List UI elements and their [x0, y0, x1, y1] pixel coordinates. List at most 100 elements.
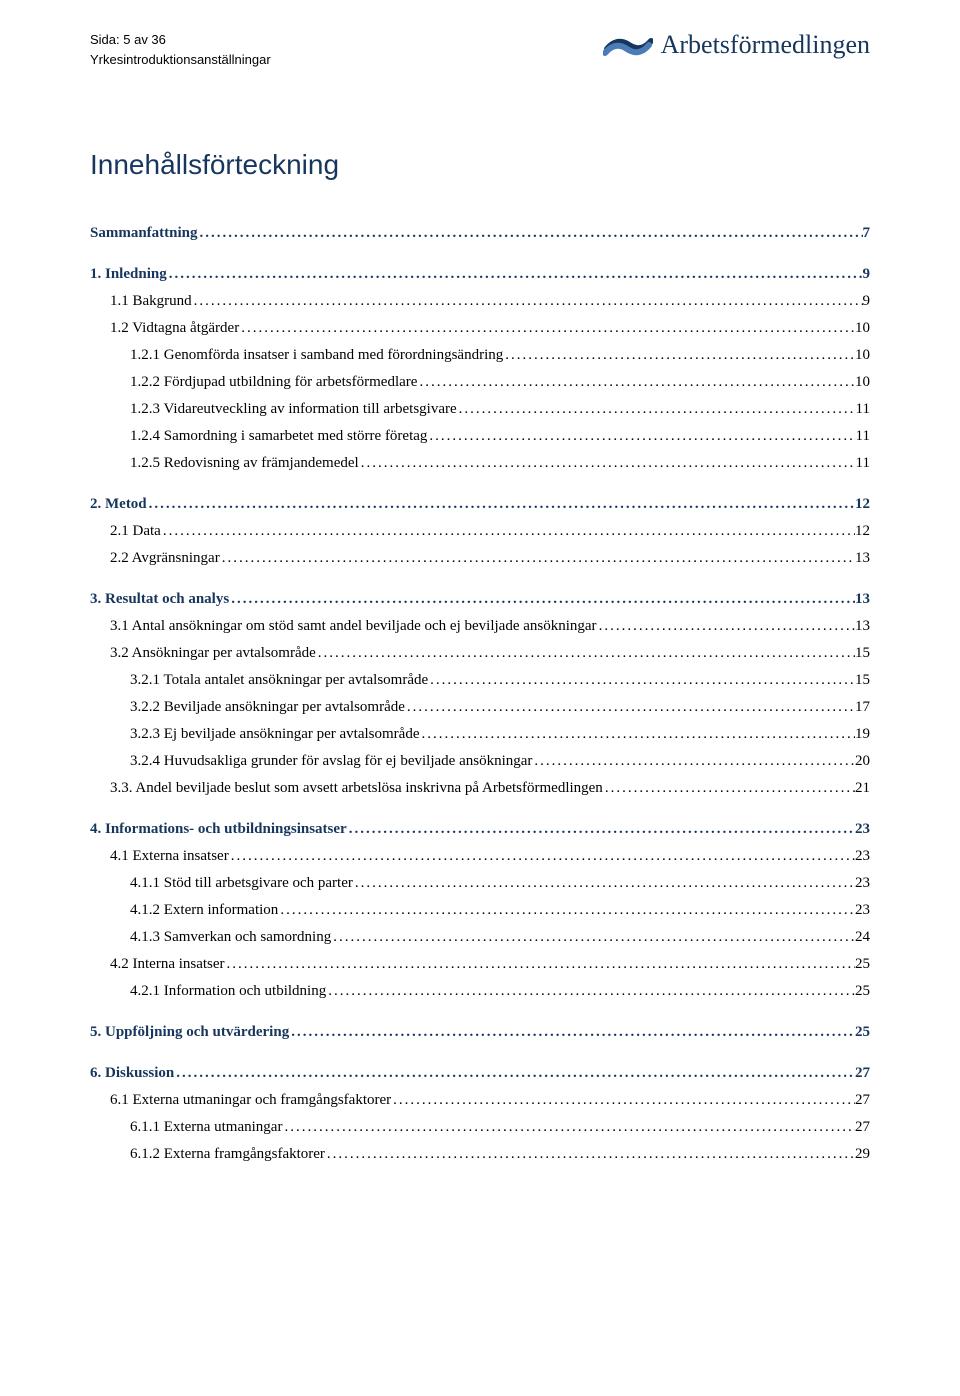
toc-entry-page: 15 — [855, 641, 870, 665]
toc-entry[interactable]: 4.1.3 Samverkan och samordning..........… — [90, 925, 870, 949]
toc-entry[interactable]: 2.2 Avgränsningar.......................… — [90, 546, 870, 570]
toc-leader: ........................................… — [326, 979, 855, 1003]
toc-entry[interactable]: 6.1.1 Externa utmaningar................… — [90, 1115, 870, 1139]
toc-entry[interactable]: 1.2 Vidtagna åtgärder...................… — [90, 316, 870, 340]
toc-entry-page: 11 — [856, 397, 870, 421]
toc-entry-page: 23 — [855, 871, 870, 895]
toc-leader: ........................................… — [147, 492, 855, 516]
toc-entry[interactable]: 3.2.4 Huvudsakliga grunder för avslag fö… — [90, 749, 870, 773]
toc-entry[interactable]: 1.2.5 Redovisning av främjandemedel.....… — [90, 451, 870, 475]
toc-entry-label: 4.2 Interna insatser — [110, 952, 225, 976]
toc-entry[interactable]: Sammanfattning..........................… — [90, 221, 870, 245]
toc-entry[interactable]: 1.2.3 Vidareutveckling av information ti… — [90, 397, 870, 421]
toc-entry-label: 6.1.1 Externa utmaningar — [130, 1115, 282, 1139]
toc-entry-page: 27 — [855, 1115, 870, 1139]
toc-entry-label: 3.2.1 Totala antalet ansökningar per avt… — [130, 668, 428, 692]
toc: Sammanfattning..........................… — [90, 221, 870, 1166]
toc-entry[interactable]: 4.1.2 Extern information................… — [90, 898, 870, 922]
toc-entry-label: 3.2 Ansökningar per avtalsområde — [110, 641, 316, 665]
toc-entry-label: 6.1 Externa utmaningar och framgångsfakt… — [110, 1088, 391, 1112]
toc-entry-page: 25 — [855, 952, 870, 976]
toc-entry[interactable]: 4. Informations- och utbildningsinsatser… — [90, 817, 870, 841]
toc-entry-page: 13 — [855, 614, 870, 638]
toc-entry[interactable]: 3.1 Antal ansökningar om stöd samt andel… — [90, 614, 870, 638]
toc-entry[interactable]: 4.1 Externa insatser....................… — [90, 844, 870, 868]
toc-entry-page: 24 — [855, 925, 870, 949]
toc-leader: ........................................… — [229, 844, 855, 868]
toc-entry-page: 23 — [855, 844, 870, 868]
toc-entry-label: 6.1.2 Externa framgångsfaktorer — [130, 1142, 325, 1166]
toc-entry-page: 12 — [855, 492, 870, 516]
toc-leader: ........................................… — [359, 451, 856, 475]
toc-entry[interactable]: 1.1 Bakgrund............................… — [90, 289, 870, 313]
toc-leader: ........................................… — [428, 668, 855, 692]
toc-entry[interactable]: 1.2.2 Fördjupad utbildning för arbetsför… — [90, 370, 870, 394]
toc-entry[interactable]: 3. Resultat och analys..................… — [90, 587, 870, 611]
toc-leader: ........................................… — [347, 817, 855, 841]
toc-leader: ........................................… — [174, 1061, 855, 1085]
toc-leader: ........................................… — [239, 316, 855, 340]
toc-entry[interactable]: 3.3. Andel beviljade beslut som avsett a… — [90, 776, 870, 800]
toc-entry-page: 13 — [855, 546, 870, 570]
toc-leader: ........................................… — [198, 221, 863, 245]
toc-entry-label: 3.1 Antal ansökningar om stöd samt andel… — [110, 614, 597, 638]
toc-entry-label: 4.1.2 Extern information — [130, 898, 278, 922]
toc-entry-page: 20 — [855, 749, 870, 773]
toc-entry[interactable]: 6.1 Externa utmaningar och framgångsfakt… — [90, 1088, 870, 1112]
toc-leader: ........................................… — [161, 519, 855, 543]
toc-leader: ........................................… — [597, 614, 855, 638]
doc-subtitle: Yrkesintroduktionsanställningar — [90, 50, 271, 70]
toc-entry[interactable]: 4.2 Interna insatser....................… — [90, 952, 870, 976]
toc-entry-page: 12 — [855, 519, 870, 543]
toc-leader: ........................................… — [427, 424, 855, 448]
toc-entry-label: 3.3. Andel beviljade beslut som avsett a… — [110, 776, 603, 800]
toc-entry-page: 21 — [855, 776, 870, 800]
toc-entry-page: 13 — [855, 587, 870, 611]
toc-separator — [90, 478, 870, 492]
toc-leader: ........................................… — [331, 925, 855, 949]
logo-icon — [603, 31, 653, 59]
toc-entry-label: 6. Diskussion — [90, 1061, 174, 1085]
toc-entry-page: 27 — [855, 1088, 870, 1112]
toc-entry[interactable]: 1.2.4 Samordning i samarbetet med större… — [90, 424, 870, 448]
toc-entry-page: 10 — [855, 316, 870, 340]
toc-entry-page: 17 — [855, 695, 870, 719]
toc-entry-label: 1.1 Bakgrund — [110, 289, 192, 313]
toc-leader: ........................................… — [405, 695, 855, 719]
toc-entry-page: 23 — [855, 817, 870, 841]
toc-entry[interactable]: 4.2.1 Information och utbildning........… — [90, 979, 870, 1003]
toc-entry-page: 7 — [863, 221, 871, 245]
toc-entry[interactable]: 6.1.2 Externa framgångsfaktorer.........… — [90, 1142, 870, 1166]
toc-leader: ........................................… — [353, 871, 855, 895]
logo-text: Arbetsförmedlingen — [661, 30, 870, 60]
toc-entry[interactable]: 3.2.1 Totala antalet ansökningar per avt… — [90, 668, 870, 692]
toc-entry-page: 25 — [855, 979, 870, 1003]
toc-entry-page: 10 — [855, 343, 870, 367]
toc-leader: ........................................… — [278, 898, 855, 922]
toc-entry[interactable]: 1.2.1 Genomförda insatser i samband med … — [90, 343, 870, 367]
toc-entry[interactable]: 6. Diskussion...........................… — [90, 1061, 870, 1085]
toc-entry-page: 15 — [855, 668, 870, 692]
toc-leader: ........................................… — [225, 952, 855, 976]
toc-entry-label: Sammanfattning — [90, 221, 198, 245]
toc-entry-label: 3. Resultat och analys — [90, 587, 229, 611]
toc-leader: ........................................… — [603, 776, 855, 800]
toc-leader: ........................................… — [289, 1020, 855, 1044]
toc-leader: ........................................… — [532, 749, 855, 773]
toc-entry-label: 1.2.2 Fördjupad utbildning för arbetsför… — [130, 370, 417, 394]
toc-entry-label: 4.1.3 Samverkan och samordning — [130, 925, 331, 949]
toc-entry[interactable]: 3.2.2 Beviljade ansökningar per avtalsom… — [90, 695, 870, 719]
toc-entry[interactable]: 3.2.3 Ej beviljade ansökningar per avtal… — [90, 722, 870, 746]
toc-entry[interactable]: 5. Uppföljning och utvärdering..........… — [90, 1020, 870, 1044]
toc-entry-label: 3.2.3 Ej beviljade ansökningar per avtal… — [130, 722, 420, 746]
logo: Arbetsförmedlingen — [603, 30, 870, 60]
toc-leader: ........................................… — [325, 1142, 855, 1166]
toc-leader: ........................................… — [229, 587, 855, 611]
toc-entry-label: 1. Inledning — [90, 262, 167, 286]
toc-entry[interactable]: 1. Inledning............................… — [90, 262, 870, 286]
toc-entry[interactable]: 3.2 Ansökningar per avtalsområde........… — [90, 641, 870, 665]
toc-entry-page: 23 — [855, 898, 870, 922]
toc-entry[interactable]: 2.1 Data................................… — [90, 519, 870, 543]
toc-entry[interactable]: 2. Metod................................… — [90, 492, 870, 516]
toc-entry[interactable]: 4.1.1 Stöd till arbetsgivare och parter.… — [90, 871, 870, 895]
